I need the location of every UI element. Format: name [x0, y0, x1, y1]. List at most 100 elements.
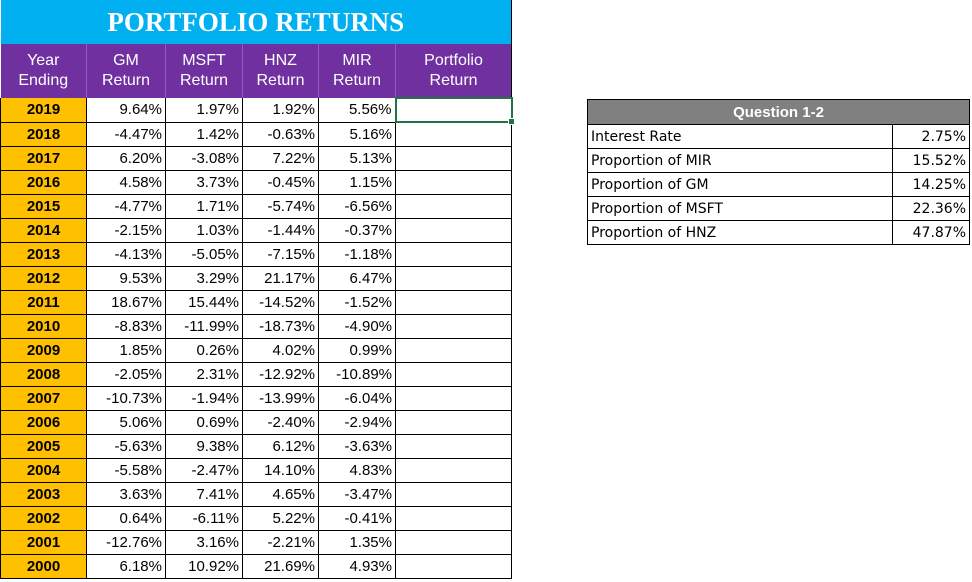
year-cell[interactable]: 2006	[0, 410, 87, 435]
hnz-cell[interactable]: 5.22%	[242, 506, 319, 531]
year-cell[interactable]: 2015	[0, 194, 87, 219]
portfolio-return-cell[interactable]	[395, 554, 513, 579]
fill-handle[interactable]	[507, 118, 515, 125]
year-cell[interactable]: 2014	[0, 218, 87, 243]
gm-cell[interactable]: -5.63%	[86, 434, 166, 459]
header-portfolio-return[interactable]: Portfolio Return	[394, 44, 513, 98]
portfolio-return-cell[interactable]	[394, 97, 515, 125]
hnz-cell[interactable]: 21.69%	[242, 554, 319, 579]
hnz-cell[interactable]: -14.52%	[242, 290, 319, 315]
msft-cell[interactable]: 1.97%	[165, 98, 243, 123]
hnz-cell[interactable]: -0.45%	[242, 170, 319, 195]
portfolio-return-cell[interactable]	[395, 314, 513, 339]
portfolio-return-cell[interactable]	[395, 290, 513, 315]
msft-cell[interactable]: -3.08%	[165, 146, 243, 171]
msft-cell[interactable]: 0.26%	[165, 338, 243, 363]
sheet-title[interactable]: PORTFOLIO RETURNS	[0, 0, 513, 44]
hnz-cell[interactable]: 4.02%	[242, 338, 319, 363]
header-msft-return[interactable]: MSFT Return	[165, 44, 243, 98]
hnz-cell[interactable]: 6.12%	[242, 434, 319, 459]
portfolio-return-cell[interactable]	[395, 122, 513, 147]
portfolio-return-cell[interactable]	[395, 170, 513, 195]
hnz-cell[interactable]: -13.99%	[242, 386, 319, 411]
question-label-cell[interactable]: Proportion of HNZ	[587, 220, 893, 245]
gm-cell[interactable]: 0.64%	[86, 506, 166, 531]
mir-cell[interactable]: -0.37%	[318, 218, 396, 243]
question-value-cell[interactable]: 47.87%	[891, 220, 971, 245]
portfolio-return-cell[interactable]	[395, 506, 513, 531]
portfolio-return-cell[interactable]	[395, 338, 513, 363]
hnz-cell[interactable]: 14.10%	[242, 458, 319, 483]
mir-cell[interactable]: 6.47%	[318, 266, 396, 291]
question-value-cell[interactable]: 2.75%	[891, 124, 971, 149]
gm-cell[interactable]: 9.64%	[86, 98, 166, 123]
gm-cell[interactable]: 1.85%	[86, 338, 166, 363]
question-label-cell[interactable]: Proportion of MIR	[587, 148, 893, 173]
gm-cell[interactable]: -12.76%	[86, 530, 166, 555]
msft-cell[interactable]: -6.11%	[165, 506, 243, 531]
portfolio-return-cell[interactable]	[395, 242, 513, 267]
question-label-cell[interactable]: Proportion of GM	[587, 172, 893, 197]
question-label-cell[interactable]: Interest Rate	[587, 124, 893, 149]
mir-cell[interactable]: -10.89%	[318, 362, 396, 387]
portfolio-return-cell[interactable]	[395, 146, 513, 171]
portfolio-return-cell[interactable]	[395, 434, 513, 459]
hnz-cell[interactable]: 7.22%	[242, 146, 319, 171]
msft-cell[interactable]: 3.73%	[165, 170, 243, 195]
mir-cell[interactable]: 1.15%	[318, 170, 396, 195]
year-cell[interactable]: 2011	[0, 290, 87, 315]
gm-cell[interactable]: 3.63%	[86, 482, 166, 507]
hnz-cell[interactable]: -5.74%	[242, 194, 319, 219]
hnz-cell[interactable]: 4.65%	[242, 482, 319, 507]
mir-cell[interactable]: 0.99%	[318, 338, 396, 363]
question-value-cell[interactable]: 15.52%	[891, 148, 971, 173]
hnz-cell[interactable]: -18.73%	[242, 314, 319, 339]
year-cell[interactable]: 2000	[0, 554, 87, 579]
gm-cell[interactable]: 4.58%	[86, 170, 166, 195]
year-cell[interactable]: 2010	[0, 314, 87, 339]
year-cell[interactable]: 2001	[0, 530, 87, 555]
mir-cell[interactable]: -4.90%	[318, 314, 396, 339]
portfolio-return-cell[interactable]	[395, 386, 513, 411]
question-label-cell[interactable]: Proportion of MSFT	[587, 196, 893, 221]
msft-cell[interactable]: 10.92%	[165, 554, 243, 579]
hnz-cell[interactable]: -12.92%	[242, 362, 319, 387]
msft-cell[interactable]: 1.71%	[165, 194, 243, 219]
mir-cell[interactable]: -6.56%	[318, 194, 396, 219]
mir-cell[interactable]: -2.94%	[318, 410, 396, 435]
header-hnz-return[interactable]: HNZ Return	[242, 44, 319, 98]
hnz-cell[interactable]: -0.63%	[242, 122, 319, 147]
msft-cell[interactable]: 0.69%	[165, 410, 243, 435]
portfolio-return-cell[interactable]	[395, 266, 513, 291]
hnz-cell[interactable]: 1.92%	[242, 98, 319, 123]
mir-cell[interactable]: 5.56%	[318, 98, 396, 123]
year-cell[interactable]: 2003	[0, 482, 87, 507]
mir-cell[interactable]: 5.16%	[318, 122, 396, 147]
gm-cell[interactable]: -2.15%	[86, 218, 166, 243]
year-cell[interactable]: 2019	[0, 98, 87, 123]
mir-cell[interactable]: 4.93%	[318, 554, 396, 579]
year-cell[interactable]: 2013	[0, 242, 87, 267]
hnz-cell[interactable]: -1.44%	[242, 218, 319, 243]
header-mir-return[interactable]: MIR Return	[318, 44, 396, 98]
year-cell[interactable]: 2002	[0, 506, 87, 531]
gm-cell[interactable]: -2.05%	[86, 362, 166, 387]
msft-cell[interactable]: -5.05%	[165, 242, 243, 267]
year-cell[interactable]: 2018	[0, 122, 87, 147]
mir-cell[interactable]: -1.52%	[318, 290, 396, 315]
gm-cell[interactable]: 6.20%	[86, 146, 166, 171]
mir-cell[interactable]: -3.63%	[318, 434, 396, 459]
gm-cell[interactable]: -4.77%	[86, 194, 166, 219]
msft-cell[interactable]: 7.41%	[165, 482, 243, 507]
hnz-cell[interactable]: -7.15%	[242, 242, 319, 267]
mir-cell[interactable]: -3.47%	[318, 482, 396, 507]
year-cell[interactable]: 2017	[0, 146, 87, 171]
mir-cell[interactable]: -6.04%	[318, 386, 396, 411]
year-cell[interactable]: 2009	[0, 338, 87, 363]
mir-cell[interactable]: 5.13%	[318, 146, 396, 171]
msft-cell[interactable]: 15.44%	[165, 290, 243, 315]
gm-cell[interactable]: -5.58%	[86, 458, 166, 483]
msft-cell[interactable]: 3.29%	[165, 266, 243, 291]
msft-cell[interactable]: 2.31%	[165, 362, 243, 387]
year-cell[interactable]: 2016	[0, 170, 87, 195]
